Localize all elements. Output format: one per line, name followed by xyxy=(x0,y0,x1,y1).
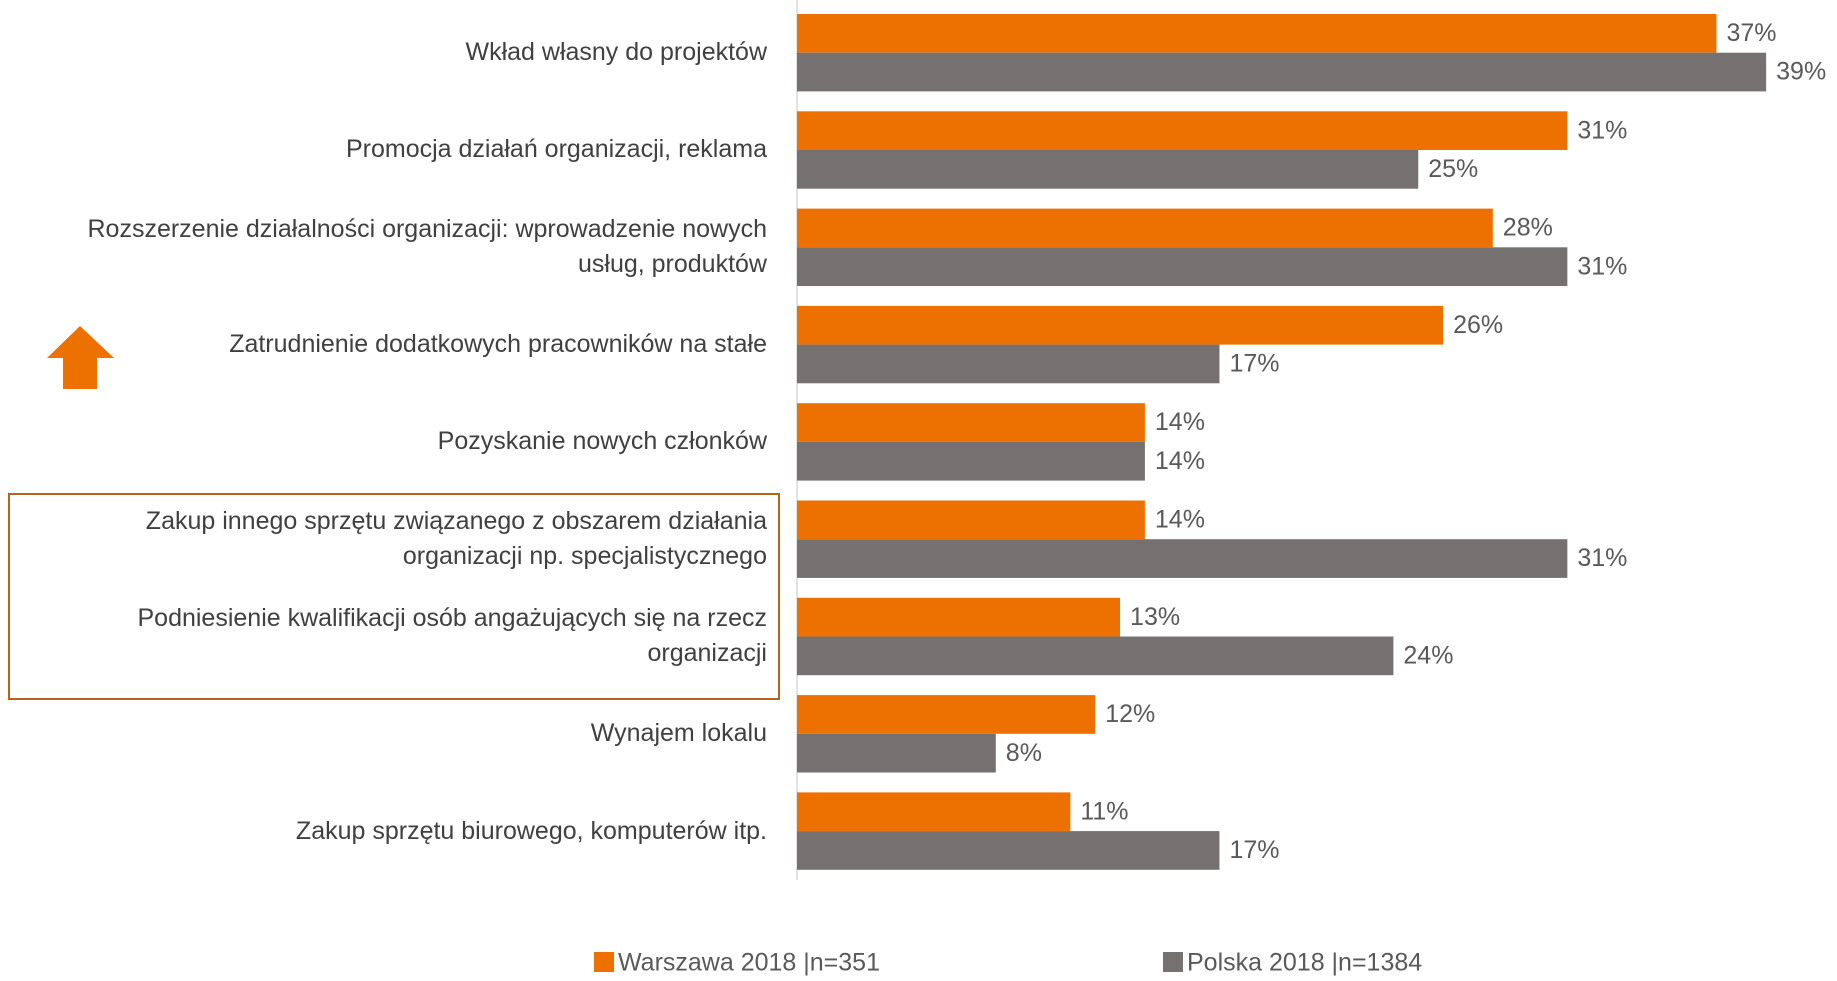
value-label: 11% xyxy=(1080,797,1128,825)
bar xyxy=(797,695,1096,734)
value-label: 8% xyxy=(1006,739,1042,767)
highlight-box xyxy=(8,493,780,700)
bar xyxy=(797,150,1419,189)
value-label: 17% xyxy=(1229,836,1279,864)
bar xyxy=(797,247,1568,286)
legend-swatch xyxy=(594,952,614,972)
value-label: 31% xyxy=(1577,544,1627,572)
bar xyxy=(797,792,1071,832)
value-label: 14% xyxy=(1155,505,1205,533)
bar xyxy=(797,733,996,773)
up-arrow xyxy=(47,326,114,389)
category-label: Zakup innego sprzętu związanego z obszar… xyxy=(145,507,767,571)
value-label: 31% xyxy=(1577,116,1627,144)
value-label: 37% xyxy=(1726,19,1776,47)
category-label: Rozszerzenie działalności organizacji: w… xyxy=(87,215,767,279)
value-label: 12% xyxy=(1105,700,1155,728)
category-label: Podniesienie kwalifikacji osób angażując… xyxy=(137,604,767,668)
bar xyxy=(797,441,1145,481)
bar xyxy=(797,500,1145,540)
value-label: 17% xyxy=(1229,350,1279,378)
legend-label: Warszawa 2018 |n=351 xyxy=(618,949,880,977)
category-label: Wkład własny do projektów xyxy=(465,38,767,67)
value-label: 31% xyxy=(1577,252,1627,280)
value-label: 39% xyxy=(1776,58,1826,86)
value-label: 13% xyxy=(1130,603,1180,631)
category-label: Wynajem lokalu xyxy=(590,719,767,748)
bar xyxy=(797,636,1394,676)
category-label: Zatrudnienie dodatkowych pracowników na … xyxy=(229,330,767,359)
value-label: 14% xyxy=(1155,408,1205,436)
category-label: Promocja działań organizacji, reklama xyxy=(345,135,767,164)
bar xyxy=(797,344,1220,384)
value-label: 28% xyxy=(1503,214,1553,242)
bar xyxy=(797,14,1717,53)
bar xyxy=(797,111,1568,150)
bar xyxy=(797,539,1568,578)
bar xyxy=(797,305,1444,345)
bar xyxy=(797,597,1121,637)
category-label: Zakup sprzętu biurowego, komputerów itp. xyxy=(295,816,767,845)
bar xyxy=(797,831,1220,870)
bar xyxy=(797,403,1145,442)
legend-swatch xyxy=(1163,952,1183,972)
legend-label: Polska 2018 |n=1384 xyxy=(1187,949,1422,977)
value-label: 24% xyxy=(1403,641,1453,669)
value-label: 14% xyxy=(1155,447,1205,475)
value-label: 25% xyxy=(1428,155,1478,183)
value-label: 26% xyxy=(1453,311,1503,339)
bar xyxy=(797,52,1767,92)
bar xyxy=(797,208,1493,248)
category-label: Pozyskanie nowych członków xyxy=(437,427,767,456)
